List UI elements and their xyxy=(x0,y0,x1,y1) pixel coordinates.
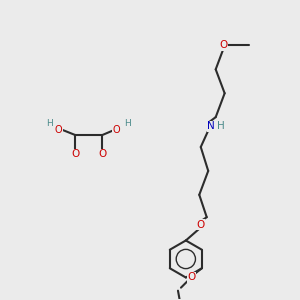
Text: O: O xyxy=(196,220,205,230)
Text: N: N xyxy=(207,121,215,131)
Text: O: O xyxy=(187,272,196,282)
Text: O: O xyxy=(219,40,227,50)
Text: H: H xyxy=(217,121,225,131)
Text: O: O xyxy=(112,125,120,135)
Text: H: H xyxy=(46,118,53,127)
Text: O: O xyxy=(71,149,80,160)
Text: H: H xyxy=(124,118,131,127)
Text: O: O xyxy=(98,149,106,160)
Text: O: O xyxy=(55,125,62,135)
